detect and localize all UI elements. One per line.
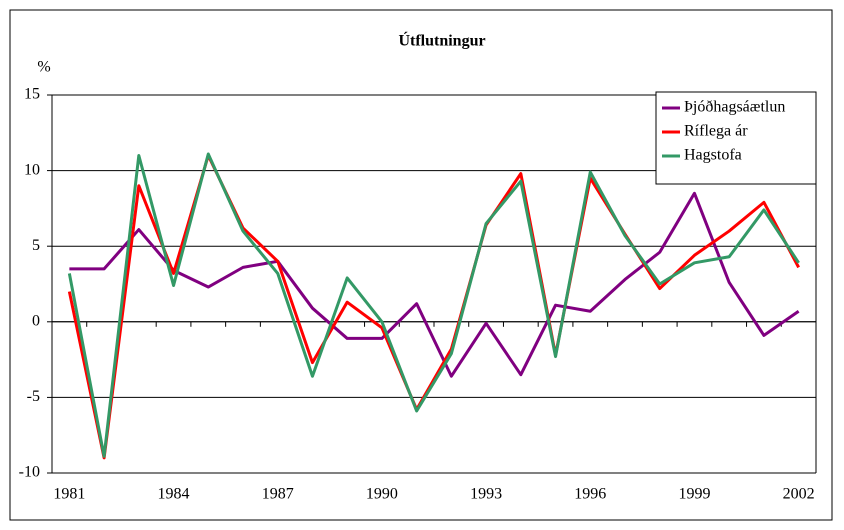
x-tick-label: 1990 bbox=[366, 486, 398, 503]
y-tick-label: -5 bbox=[27, 388, 40, 405]
y-axis-label: % bbox=[37, 59, 50, 76]
y-tick-label: 0 bbox=[32, 312, 40, 329]
y-tick-label: 10 bbox=[24, 161, 40, 178]
legend-box bbox=[655, 91, 817, 185]
x-tick-label: 1984 bbox=[158, 486, 190, 503]
legend-label: Hagstofa bbox=[684, 147, 742, 164]
x-tick-label: 1999 bbox=[678, 486, 710, 503]
chart-title: Útflutningur bbox=[398, 31, 485, 50]
y-tick-label: -10 bbox=[19, 464, 40, 481]
y-tick-label: 15 bbox=[24, 86, 40, 103]
series-line bbox=[69, 191, 800, 378]
series-line bbox=[67, 152, 800, 458]
x-tick-label: 1981 bbox=[53, 486, 85, 503]
legend-label: Þjóðhagsáætlun bbox=[684, 99, 785, 116]
x-tick-label: 1996 bbox=[574, 486, 606, 503]
x-tick-label: 2002 bbox=[783, 486, 815, 503]
x-tick-label: 1987 bbox=[262, 486, 294, 503]
x-tick-label: 1993 bbox=[470, 486, 502, 503]
y-tick-label: 5 bbox=[32, 237, 40, 254]
chart-frame bbox=[9, 9, 833, 521]
legend-label: Ríflega ár bbox=[684, 123, 748, 140]
